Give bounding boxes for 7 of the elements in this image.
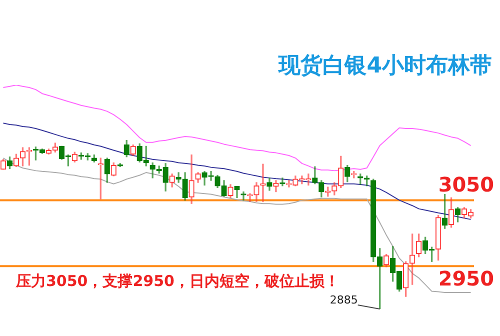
annotation: 3050 [438,172,494,196]
candlestick [240,191,246,201]
candlestick [260,164,266,202]
annotation: 2950 [438,266,494,290]
annotation: 压力3050，支撑2950，日内短空，破位止损！ [15,272,340,290]
chart-title: 现货白银4小时布林带 [278,54,492,79]
annotation: 2885 [330,293,358,306]
